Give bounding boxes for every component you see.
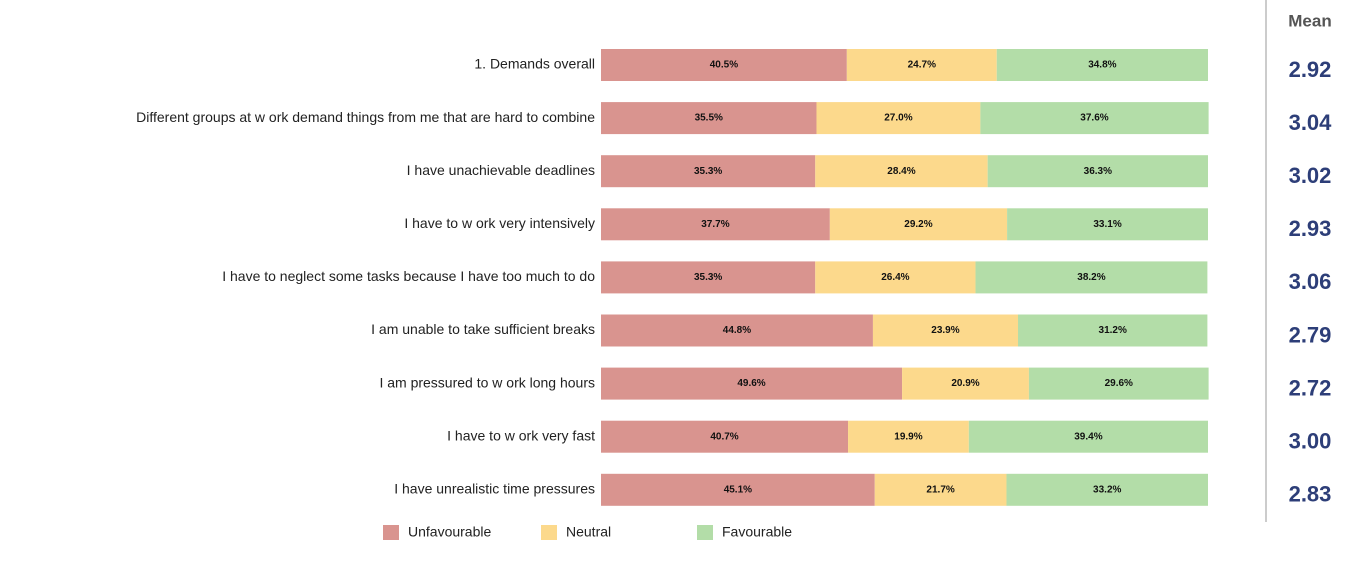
value-label: 31.2%	[1099, 325, 1127, 336]
value-label: 40.7%	[710, 431, 738, 442]
mean-value: 2.72	[1289, 375, 1332, 400]
category-label: I am pressured to w ork long hours	[379, 374, 595, 390]
category-label: I have unrealistic time pressures	[394, 481, 595, 497]
bar-segment	[601, 261, 816, 294]
bar-segment	[968, 420, 1208, 453]
category-label: I have unachievable deadlines	[407, 162, 595, 178]
bar-segment	[872, 314, 1019, 347]
bar-segment	[980, 102, 1209, 135]
bar-segment	[846, 49, 997, 81]
value-label: 37.7%	[701, 219, 729, 230]
mean-value: 2.93	[1289, 216, 1332, 241]
mean-value: 3.02	[1289, 163, 1332, 188]
bar-segment	[1018, 314, 1208, 347]
bar-segment	[816, 102, 981, 135]
value-label: 45.1%	[724, 484, 752, 495]
value-label: 28.4%	[887, 166, 915, 177]
bar-segment	[601, 49, 847, 81]
legend-label: Neutral	[566, 524, 611, 540]
bar-segment	[874, 473, 1007, 506]
value-label: 33.2%	[1093, 484, 1121, 495]
value-label: 38.2%	[1077, 272, 1105, 283]
legend-swatch	[541, 525, 557, 540]
bar-segment	[848, 420, 969, 453]
value-label: 29.2%	[904, 219, 932, 230]
value-label: 20.9%	[951, 378, 979, 389]
value-label: 35.3%	[694, 166, 722, 177]
bar-segment	[601, 155, 816, 188]
value-label: 23.9%	[931, 325, 959, 336]
legend-label: Favourable	[722, 524, 792, 540]
bar-segment	[815, 261, 976, 294]
category-label: Different groups at w ork demand things …	[136, 109, 595, 125]
value-label: 44.8%	[723, 325, 751, 336]
value-label: 40.5%	[710, 60, 738, 71]
value-label: 37.6%	[1080, 113, 1108, 124]
mean-value: 2.83	[1289, 482, 1332, 507]
value-label: 35.5%	[695, 113, 723, 124]
bar-segment	[601, 102, 817, 135]
category-label: I have to w ork very fast	[447, 427, 595, 443]
value-label: 29.6%	[1105, 378, 1133, 389]
value-label: 39.4%	[1074, 431, 1102, 442]
value-label: 26.4%	[881, 272, 909, 283]
bar-segment	[815, 155, 988, 188]
bar-segment	[1007, 208, 1208, 241]
value-label: 24.7%	[908, 60, 936, 71]
legend-swatch	[383, 525, 399, 540]
mean-value: 2.79	[1289, 322, 1332, 347]
bar-segment	[601, 367, 903, 400]
bar-segment	[987, 155, 1208, 188]
value-label: 35.3%	[694, 272, 722, 283]
value-label: 19.9%	[894, 431, 922, 442]
category-label: I have to w ork very intensively	[404, 215, 595, 231]
legend-label: Unfavourable	[408, 524, 491, 540]
mean-value: 2.92	[1289, 57, 1332, 82]
value-label: 27.0%	[884, 113, 912, 124]
bar-segment	[601, 208, 830, 241]
bar-segment	[1028, 367, 1209, 400]
value-label: 34.8%	[1088, 60, 1116, 71]
bar-segment	[601, 420, 849, 453]
bar-segment	[829, 208, 1008, 241]
bar-segment	[975, 261, 1208, 294]
mean-value: 3.06	[1289, 269, 1332, 294]
mean-title: Mean	[1288, 11, 1331, 30]
bar-segment	[1006, 473, 1208, 506]
value-label: 33.1%	[1093, 219, 1121, 230]
bar-segment	[902, 367, 1029, 400]
bar-segment	[601, 314, 873, 347]
bar-segment	[996, 49, 1208, 81]
legend-swatch	[697, 525, 713, 540]
category-label: 1. Demands overall	[474, 56, 595, 72]
value-label: 49.6%	[737, 378, 765, 389]
value-label: 21.7%	[926, 484, 954, 495]
category-label: I have to neglect some tasks because I h…	[222, 268, 595, 284]
bar-segment	[601, 473, 875, 506]
mean-value: 3.04	[1289, 110, 1333, 135]
category-label: I am unable to take sufficient breaks	[371, 321, 595, 337]
value-label: 36.3%	[1084, 166, 1112, 177]
mean-value: 3.00	[1289, 429, 1332, 454]
